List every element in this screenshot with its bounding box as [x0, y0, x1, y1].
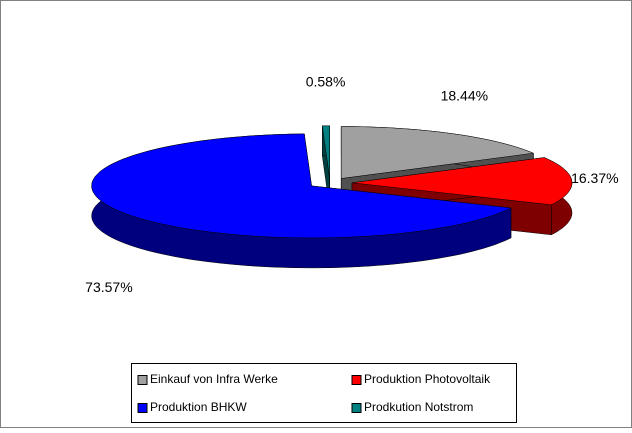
legend-swatch — [351, 403, 362, 413]
legend-swatch — [137, 375, 148, 385]
slice-top — [340, 126, 535, 179]
data-label: 18.44% — [441, 88, 488, 104]
legend-box — [131, 363, 517, 423]
slice-top — [322, 125, 330, 178]
slice — [91, 133, 512, 269]
legend-swatch — [137, 403, 148, 413]
data-label: 0.58% — [306, 74, 346, 90]
slice-top — [351, 157, 573, 206]
legend-label: Prodkution Notstrom — [364, 400, 473, 414]
data-label: 73.57% — [85, 279, 132, 295]
legend-swatch — [351, 375, 362, 385]
legend-label: Einkauf von Infra Werke — [150, 372, 278, 386]
slice-top — [91, 133, 512, 239]
legend-label: Produktion BHKW — [150, 400, 247, 414]
legend-label: Produktion Photovoltaik — [364, 372, 491, 386]
slice — [322, 125, 330, 208]
data-label: 16.37% — [571, 170, 618, 186]
